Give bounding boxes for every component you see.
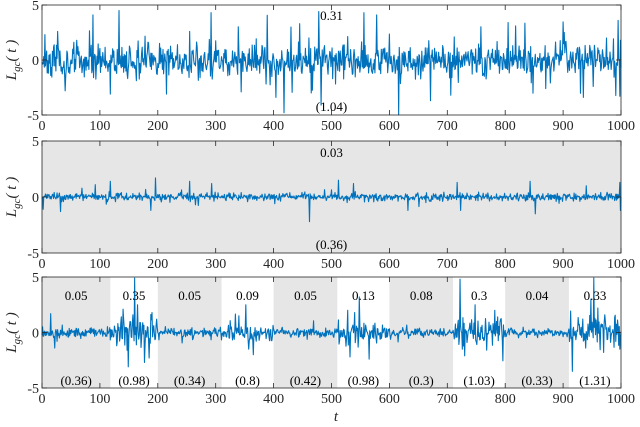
- y-tick-label: 5: [32, 0, 39, 14]
- x-tick-label: 900: [553, 119, 574, 134]
- x-tick-label: 800: [495, 119, 516, 134]
- segment-bottom-value: (0.8): [235, 373, 260, 388]
- segment-top-value: 0.05: [294, 288, 317, 303]
- x-tick-label: 200: [147, 392, 168, 407]
- y-tick-label: 5: [32, 271, 39, 286]
- panels-group: 0 100 200 300 400 500 600 700 800 900 1000-505Lgc(…: [4, 0, 635, 407]
- series-line: [41, 177, 622, 223]
- x-axis-label: t: [334, 409, 339, 425]
- segment-bottom-value: (0.33): [521, 373, 552, 388]
- series-line: [41, 9, 622, 116]
- x-tick-label: 200: [147, 119, 168, 134]
- segment-bottom-value: (1.03): [463, 373, 494, 388]
- x-tick-label: 900: [553, 257, 574, 272]
- segment-top-value: 0.13: [352, 288, 375, 303]
- annotation: 0.03: [320, 145, 343, 160]
- x-tick-label: 300: [205, 119, 226, 134]
- y-axis-label: Lgc( t ): [4, 177, 23, 218]
- x-tick-label: 800: [495, 392, 516, 407]
- x-tick-label: 900: [553, 392, 574, 407]
- x-tick-label: 1000: [607, 392, 635, 407]
- x-tick-label: 500: [321, 119, 342, 134]
- segment-bottom-value: (0.3): [409, 373, 434, 388]
- x-tick-label: 300: [205, 392, 226, 407]
- x-tick-label: 600: [379, 119, 400, 134]
- x-tick-label: 700: [437, 119, 458, 134]
- annotation: 0.31: [320, 8, 343, 23]
- y-axis-label: Lgc( t ): [4, 312, 23, 353]
- x-tick-label: 0: [39, 392, 46, 407]
- x-tick-label: 1000: [607, 257, 635, 272]
- segment-bottom-value: (0.98): [348, 373, 379, 388]
- segment-top-value: 0.3: [471, 288, 487, 303]
- x-tick-label: 400: [263, 119, 284, 134]
- x-tick-label: 400: [263, 257, 284, 272]
- x-tick-label: 100: [89, 119, 110, 134]
- y-tick-label: 0: [32, 327, 39, 342]
- x-tick-label: 100: [89, 392, 110, 407]
- panel-2: 0 100 200 300 400 500 600 700 800 900 1000-505Lgc(…: [4, 135, 635, 272]
- x-tick-label: 1000: [607, 119, 635, 134]
- segment-top-value: 0.35: [123, 288, 146, 303]
- x-tick-label: 700: [437, 257, 458, 272]
- segment-bottom-value: (0.36): [60, 373, 91, 388]
- segment-top-value: 0.09: [236, 288, 259, 303]
- segment-bottom-value: (0.34): [174, 373, 205, 388]
- x-tick-label: 0: [39, 119, 46, 134]
- series-line: [41, 277, 622, 372]
- segment-bottom-value: (1.31): [579, 373, 610, 388]
- segment-bottom-value: (0.98): [118, 373, 149, 388]
- x-tick-label: 200: [147, 257, 168, 272]
- segment-bottom-value: (0.42): [290, 373, 321, 388]
- x-tick-label: 800: [495, 257, 516, 272]
- segment-top-value: 0.05: [65, 288, 88, 303]
- annotation: (0.36): [316, 237, 347, 252]
- segment-top-value: 0.05: [178, 288, 201, 303]
- x-tick-label: 700: [437, 392, 458, 407]
- x-tick-label: 400: [263, 392, 284, 407]
- x-tick-label: 600: [379, 392, 400, 407]
- panel-1: 0 100 200 300 400 500 600 700 800 900 1000-505Lgc(…: [4, 0, 635, 134]
- x-tick-label: 500: [321, 392, 342, 407]
- y-tick-label: -5: [27, 382, 39, 397]
- x-tick-label: 600: [379, 257, 400, 272]
- segment-top-value: 0.08: [410, 288, 433, 303]
- y-tick-label: 0: [32, 54, 39, 69]
- y-tick-label: 0: [32, 191, 39, 206]
- x-tick-label: 500: [321, 257, 342, 272]
- y-tick-label: -5: [27, 109, 39, 124]
- x-tick-label: 100: [89, 257, 110, 272]
- y-tick-label: -5: [27, 247, 39, 262]
- x-tick-label: 300: [205, 257, 226, 272]
- segment-top-value: 0.04: [526, 288, 549, 303]
- annotation: (1.04): [316, 99, 347, 114]
- segment-top-value: 0.33: [584, 288, 607, 303]
- panel-3: 0 100 200 300 400 500 600 700 800 900 1000-505Lgc(…: [4, 271, 635, 407]
- y-axis-label: Lgc( t ): [4, 40, 23, 81]
- y-tick-label: 5: [32, 135, 39, 150]
- x-tick-label: 0: [39, 257, 46, 272]
